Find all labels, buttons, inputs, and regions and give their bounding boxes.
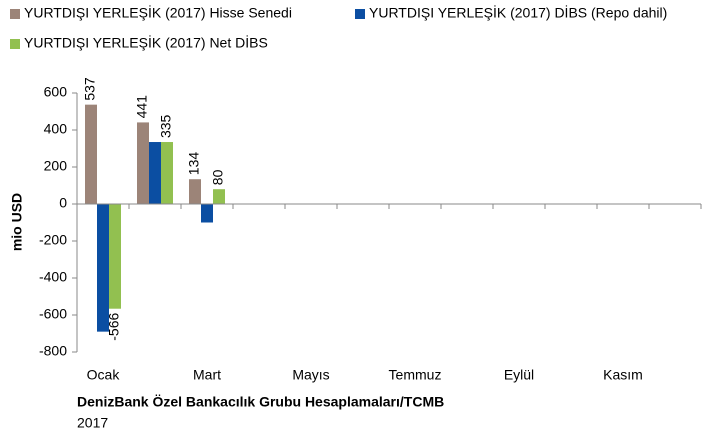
y-tick-label: -600	[39, 306, 67, 322]
bar	[149, 142, 161, 204]
y-axis-label: mio USD	[9, 193, 25, 251]
y-tick-label: 400	[44, 121, 68, 137]
data-label: 134	[186, 152, 202, 176]
legend-swatch	[355, 9, 365, 19]
x-tick-label: Eylül	[504, 367, 534, 383]
bar	[97, 204, 109, 332]
x-tick-label: Temmuz	[389, 367, 442, 383]
x-tick-label: Ocak	[87, 367, 121, 383]
y-tick-label: 600	[44, 84, 68, 100]
source: DenizBank Özel Bankacılık Grubu Hesaplam…	[77, 394, 444, 410]
data-label: 80	[210, 169, 226, 185]
bar	[85, 104, 97, 204]
legend-label: YURTDIŞI YERLEŞİK (2017) Hisse Senedi	[24, 4, 292, 21]
bar	[161, 142, 173, 204]
y-tick-label: 200	[44, 158, 68, 174]
x-tick-label: Mayıs	[292, 367, 329, 383]
data-label: -566	[106, 313, 122, 341]
legend-label: YURTDIŞI YERLEŞİK (2017) DİBS (Repo dahi…	[369, 4, 667, 21]
note: 2017	[77, 415, 108, 431]
data-label: 335	[158, 114, 174, 138]
y-tick-label: -800	[39, 343, 67, 359]
y-tick-label: 0	[59, 195, 67, 211]
legend-label: YURTDIŞI YERLEŞİK (2017) Net DİBS	[24, 34, 268, 51]
y-tick-label: -200	[39, 232, 67, 248]
data-label: 441	[134, 95, 150, 119]
bar	[201, 204, 213, 223]
legend-swatch	[10, 9, 20, 19]
x-tick-label: Kasım	[603, 367, 643, 383]
y-tick-label: -400	[39, 269, 67, 285]
x-tick-label: Mart	[193, 367, 221, 383]
data-label: 537	[82, 77, 98, 101]
legend-swatch	[10, 39, 20, 49]
bar	[213, 189, 225, 204]
bar	[189, 179, 201, 204]
bar	[109, 204, 121, 309]
bar	[137, 122, 149, 204]
